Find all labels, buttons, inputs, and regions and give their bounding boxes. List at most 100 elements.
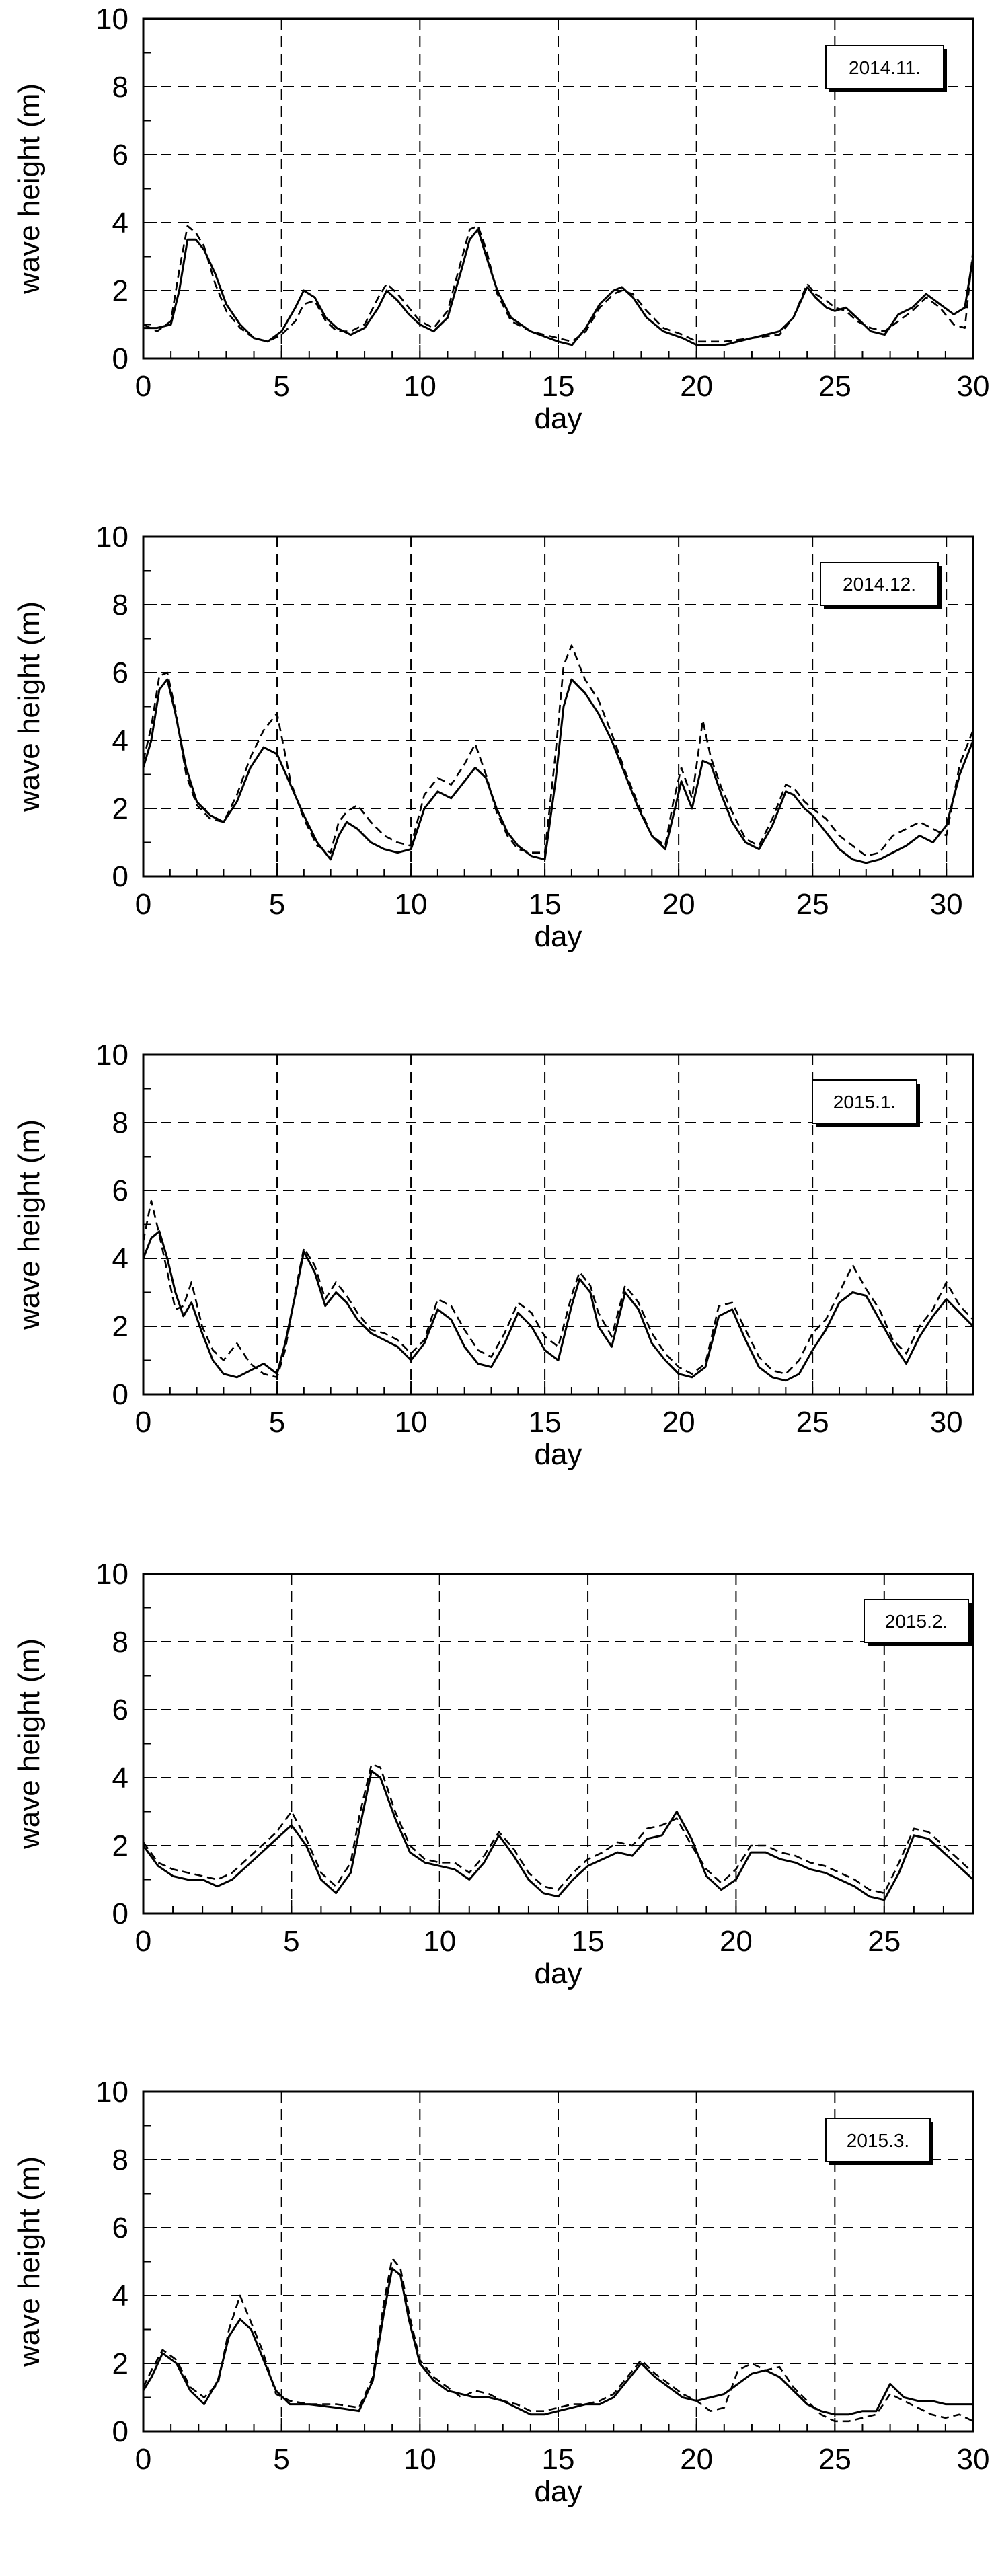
chart-panel-2: 2014.12. 0 5 10 15 20 25 30 0 2 4 6 8 10 day wave heigh… — [13, 521, 974, 953]
x-tick-label: 10 — [404, 370, 436, 403]
x-tick-label: 30 — [957, 2443, 990, 2476]
chart-panel-3: 2015.1. 0 5 10 15 20 25 30 0 2 4 6 8 10 day wave height… — [13, 1038, 974, 1471]
x-tick-label: 25 — [868, 1925, 901, 1958]
x-tick-label: 15 — [529, 888, 562, 921]
x-tick-label: 10 — [395, 1406, 428, 1439]
y-tick-label: 8 — [112, 71, 128, 104]
legend-box — [812, 1079, 917, 1124]
x-axis-title: day — [535, 2475, 582, 2508]
y-tick-label: 4 — [112, 724, 128, 757]
panel-date-label: 2015.3. — [847, 2130, 909, 2151]
panel-date-label: 2014.12. — [843, 574, 916, 595]
x-axis-title: day — [535, 402, 582, 435]
y-tick-label: 10 — [95, 1558, 128, 1591]
legend-box — [825, 45, 944, 89]
y-tick-label: 6 — [112, 1694, 128, 1727]
series-line-observed — [142, 1199, 974, 1379]
y-tick-label: 8 — [112, 2144, 128, 2176]
y-tick-label: 6 — [112, 656, 128, 689]
y-tick-label: 8 — [112, 589, 128, 621]
y-tick-label: 0 — [112, 1897, 128, 1930]
legend-box — [864, 1599, 969, 1643]
x-tick-label: 0 — [135, 370, 151, 403]
y-tick-label: 2 — [112, 2347, 128, 2380]
x-tick-label: 25 — [796, 1406, 829, 1439]
x-tick-label: 0 — [135, 888, 151, 921]
legend-box — [825, 2118, 931, 2162]
x-tick-label: 15 — [572, 1925, 605, 1958]
x-tick-label: 30 — [930, 1406, 963, 1439]
x-tick-label: 5 — [273, 2443, 289, 2476]
y-tick-label: 2 — [112, 274, 128, 307]
x-tick-label: 10 — [423, 1925, 456, 1958]
y-axis-title: wave height (m) — [13, 2156, 46, 2367]
y-tick-label: 8 — [112, 1106, 128, 1139]
series-line-observed — [142, 644, 974, 857]
y-tick-label: 6 — [112, 2211, 128, 2244]
y-tick-label: 0 — [112, 2415, 128, 2448]
x-tick-label: 15 — [542, 2443, 575, 2476]
y-tick-label: 4 — [112, 2279, 128, 2312]
panel-date-label: 2015.1. — [833, 1092, 896, 1112]
x-tick-label: 30 — [957, 370, 990, 403]
x-tick-label: 10 — [404, 2443, 436, 2476]
x-tick-label: 20 — [680, 370, 713, 403]
y-tick-label: 2 — [112, 1829, 128, 1862]
y-tick-label: 6 — [112, 139, 128, 172]
y-tick-label: 4 — [112, 206, 128, 239]
panel-date-label: 2015.2. — [885, 1611, 948, 1632]
x-axis-title: day — [535, 920, 582, 953]
y-tick-label: 0 — [112, 342, 128, 375]
x-tick-label: 5 — [269, 1406, 285, 1439]
x-tick-label: 0 — [135, 1406, 151, 1439]
x-tick-label: 25 — [818, 2443, 851, 2476]
chart-panel-5: 2015.3. 0 5 10 15 20 25 30 0 2 4 6 8 10 day wave height… — [13, 2076, 989, 2508]
x-axis-title: day — [535, 1438, 582, 1471]
series-line-observed — [143, 225, 974, 343]
y-axis-title: wave height (m) — [13, 1638, 46, 1850]
legend-box — [820, 562, 939, 606]
y-axis-title: wave height (m) — [13, 83, 46, 295]
y-tick-label: 4 — [112, 1242, 128, 1275]
series-line-model — [142, 1230, 974, 1382]
x-tick-label: 20 — [680, 2443, 713, 2476]
x-tick-label: 15 — [529, 1406, 562, 1439]
series-line-model — [142, 2267, 973, 2416]
x-tick-label: 5 — [283, 1925, 299, 1958]
y-tick-label: 10 — [95, 3, 128, 36]
y-tick-label: 10 — [95, 521, 128, 554]
y-tick-label: 10 — [95, 2076, 128, 2109]
series-line-observed — [142, 1763, 974, 1894]
x-tick-label: 25 — [796, 888, 829, 921]
chart-panel-4: 2015.2. 0 5 10 15 20 25 0 2 4 6 8 10 day wave height (… — [13, 1558, 974, 1990]
x-tick-label: 0 — [135, 1925, 151, 1958]
y-axis-title: wave height (m) — [13, 601, 46, 812]
x-tick-label: 5 — [273, 370, 289, 403]
y-tick-label: 4 — [112, 1761, 128, 1794]
y-axis-title: wave height (m) — [13, 1119, 46, 1330]
x-tick-label: 0 — [135, 2443, 151, 2476]
plot-frame — [142, 1573, 974, 1915]
x-tick-label: 15 — [542, 370, 575, 403]
y-tick-label: 10 — [95, 1038, 128, 1071]
series-line-model — [142, 678, 974, 864]
x-tick-label: 20 — [662, 888, 695, 921]
y-tick-label: 0 — [112, 860, 128, 893]
y-tick-label: 2 — [112, 792, 128, 825]
x-tick-label: 5 — [269, 888, 285, 921]
chart-panel-1: 2014.11. 0 5 10 15 20 25 30 0 2 4 6 8 10 day wave heigh… — [13, 3, 989, 435]
x-tick-label: 30 — [930, 888, 963, 921]
series-line-model — [142, 1770, 974, 1901]
x-tick-label: 20 — [662, 1406, 695, 1439]
x-tick-label: 10 — [395, 888, 428, 921]
y-tick-label: 2 — [112, 1310, 128, 1343]
x-tick-label: 20 — [720, 1925, 753, 1958]
y-tick-label: 0 — [112, 1378, 128, 1411]
y-tick-label: 8 — [112, 1626, 128, 1659]
series-line-observed — [142, 2257, 974, 2423]
y-tick-label: 6 — [112, 1174, 128, 1207]
x-tick-label: 25 — [818, 370, 851, 403]
panel-date-label: 2014.11. — [849, 57, 921, 78]
x-axis-title: day — [535, 1957, 582, 1990]
